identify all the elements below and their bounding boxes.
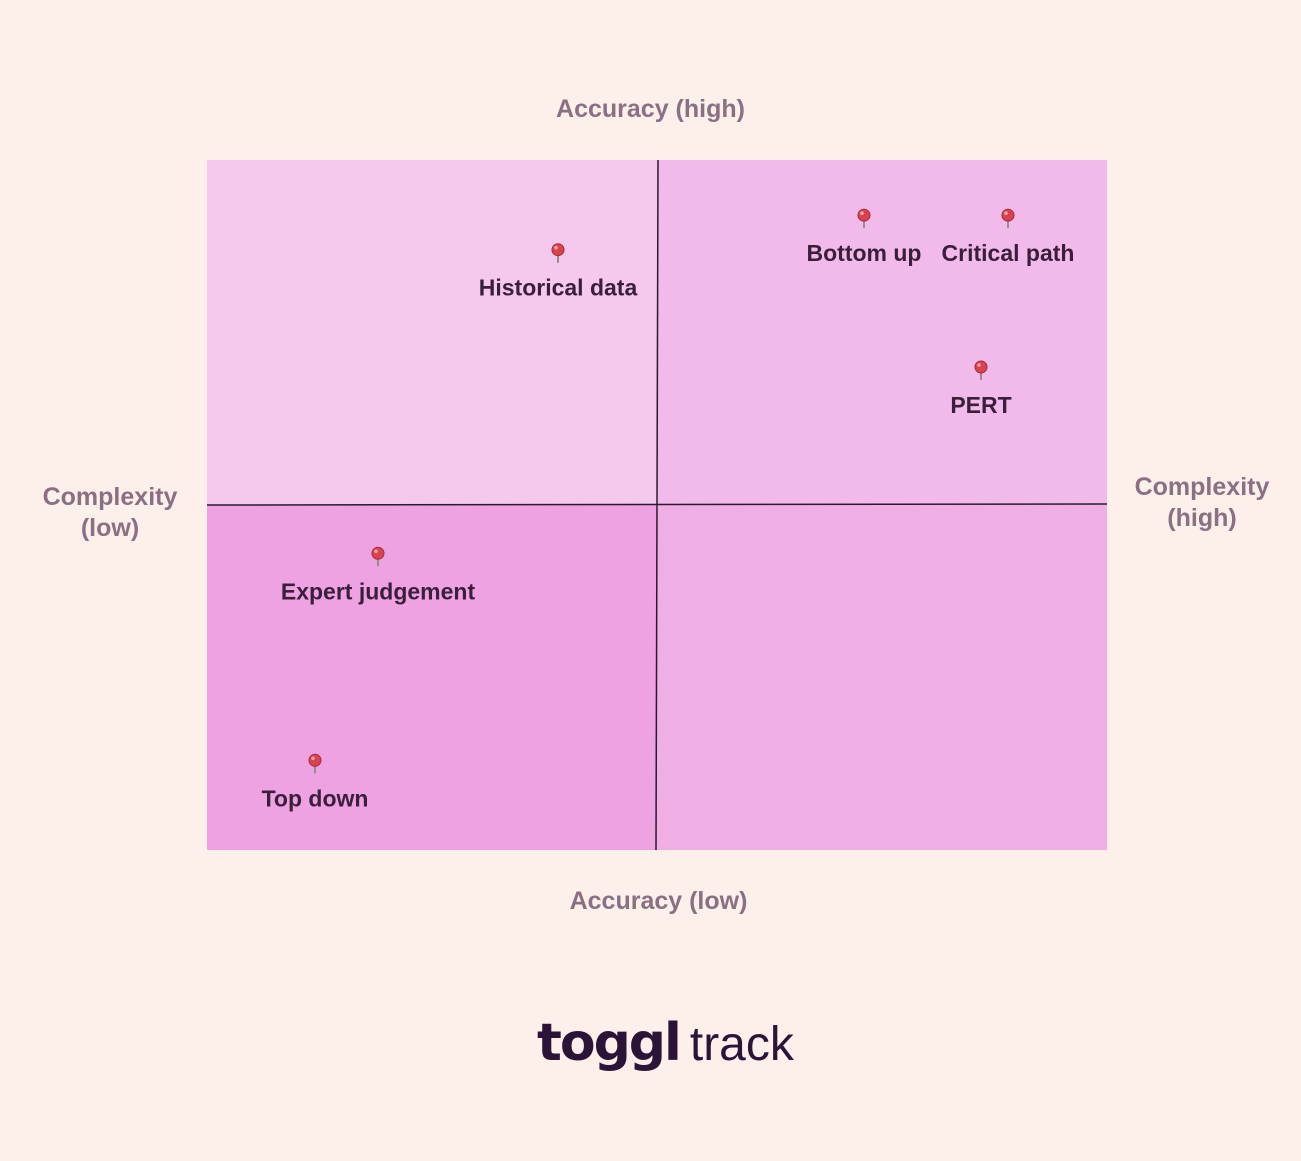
axis-label-bottom: Accuracy (low): [569, 887, 748, 915]
quadrant-top-right: [657, 160, 1107, 505]
pin-icon: [308, 753, 322, 767]
point-label: Bottom up: [807, 240, 922, 266]
pin-highlight: [311, 756, 315, 761]
point-label: Critical path: [942, 240, 1075, 266]
horizontal-divider: [206, 503, 1108, 506]
data-point: Critical path: [942, 208, 1075, 266]
quadrant-top-left: [207, 160, 657, 505]
logo-light-text: track: [689, 1018, 794, 1071]
data-point: Expert judgement: [281, 546, 476, 604]
pin-icon: [371, 546, 385, 560]
point-label: Expert judgement: [281, 578, 476, 604]
toggl-track-logo: toggl track: [537, 1013, 794, 1083]
data-point: Bottom up: [807, 208, 922, 266]
points-layer: Historical data Bottom up Critical path PER…: [262, 208, 1075, 811]
pin-highlight: [860, 211, 864, 215]
pin-highlight: [554, 245, 558, 250]
logo-bold-text: toggl: [537, 1013, 682, 1073]
pin-highlight: [1004, 211, 1008, 215]
point-label: Top down: [262, 785, 369, 811]
axis-label-left: Complexity (low): [42, 483, 178, 542]
pin-highlight: [374, 549, 378, 554]
pin-icon: [1001, 208, 1015, 222]
axis-label-right: Complexity (high): [1134, 473, 1270, 532]
axis-label-top: Accuracy (high): [556, 95, 745, 123]
data-point: Historical data: [479, 243, 638, 301]
data-point: PERT: [950, 360, 1012, 418]
pin-highlight: [977, 363, 981, 367]
pin-icon: [974, 360, 988, 374]
pin-icon: [551, 243, 565, 257]
pin-icon: [857, 208, 871, 222]
quadrant-bottom-right: [657, 505, 1107, 850]
data-point: Top down: [262, 753, 369, 811]
point-label: PERT: [950, 392, 1011, 418]
point-label: Historical data: [479, 275, 638, 301]
quadrant-bottom-left: [207, 505, 657, 850]
